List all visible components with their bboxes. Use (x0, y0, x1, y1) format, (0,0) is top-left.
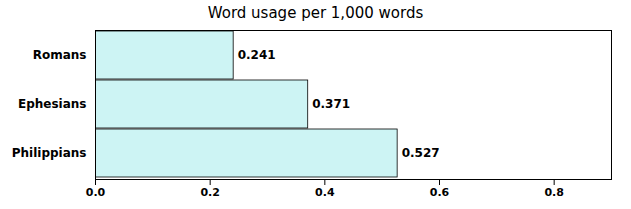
svg-text:0.241: 0.241 (238, 48, 276, 62)
svg-text:Philippians: Philippians (12, 146, 87, 160)
svg-text:0.4: 0.4 (315, 186, 335, 199)
html-text:Word usage per 1,000 words: Word usage per 1,000 words (207, 4, 424, 22)
svg-text:0.8: 0.8 (544, 186, 564, 199)
svg-text:0.371: 0.371 (312, 97, 350, 111)
svg-text:Ephesians: Ephesians (18, 97, 87, 111)
svg-text:Romans: Romans (33, 48, 87, 62)
svg-text:0.6: 0.6 (430, 186, 450, 199)
svg-text:0.0: 0.0 (86, 186, 106, 199)
svg-text:0.527: 0.527 (402, 146, 440, 160)
svg-text:0.2: 0.2 (200, 186, 220, 199)
